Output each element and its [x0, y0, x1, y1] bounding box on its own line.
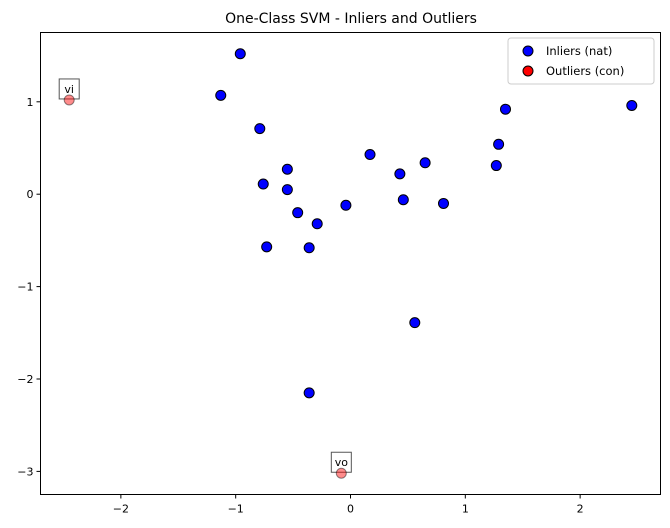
y-axis: −3 −2 −1 0 1 — [17, 96, 41, 478]
legend: Inliers (nat) Outliers (con) — [507, 37, 655, 85]
inlier-point — [215, 89, 227, 101]
inlier-point — [500, 103, 511, 115]
inlier-point — [257, 178, 269, 190]
inlier-point — [281, 163, 293, 175]
annotation-label: vo — [335, 456, 349, 469]
inlier-point — [626, 99, 638, 111]
inlier-point — [340, 199, 352, 211]
inlier-point — [234, 48, 246, 60]
y-tick-label: −2 — [17, 373, 33, 386]
inlier-point — [303, 387, 315, 399]
annotation-box — [330, 451, 352, 473]
x-tick-label: −2 — [113, 503, 129, 516]
inlier-point — [254, 123, 266, 135]
x-tick-label: 0 — [347, 503, 354, 516]
outlier-point — [335, 467, 347, 479]
x-tick-label: 1 — [462, 503, 469, 516]
annotation-label: vi — [64, 83, 74, 96]
legend-marker — [522, 45, 534, 57]
x-axis: −2 −1 0 1 2 — [113, 494, 584, 516]
inlier-point — [409, 317, 421, 329]
x-tick-label: −1 — [228, 503, 244, 516]
inlier-point — [438, 197, 449, 209]
y-tick-label: −3 — [17, 465, 33, 478]
chart-title: One-Class SVM - Inliers and Outliers — [225, 11, 477, 27]
inlier-point — [394, 168, 406, 180]
inlier-point — [397, 194, 409, 206]
inlier-point — [292, 207, 304, 219]
inlier-point — [311, 218, 323, 230]
y-tick-label: 0 — [27, 188, 34, 201]
plot-area — [40, 32, 661, 495]
x-tick-label: 2 — [577, 503, 584, 516]
y-tick-label: −1 — [17, 281, 33, 294]
annotations: vi vo — [58, 78, 352, 473]
outlier-point — [63, 94, 75, 106]
inlier-point — [419, 157, 431, 169]
inlier-point — [364, 148, 376, 160]
legend-marker — [522, 65, 534, 77]
annotation-box — [58, 78, 80, 100]
inlier-point — [490, 160, 502, 172]
inlier-point — [303, 242, 315, 254]
legend-box — [507, 37, 655, 85]
legend-label: Outliers (con) — [546, 64, 624, 78]
legend-label: Inliers (nat) — [546, 44, 612, 58]
data-points — [63, 48, 638, 479]
inlier-point — [281, 184, 293, 196]
inlier-point — [261, 241, 273, 253]
inlier-point — [493, 138, 505, 150]
y-tick-label: 1 — [27, 96, 34, 109]
